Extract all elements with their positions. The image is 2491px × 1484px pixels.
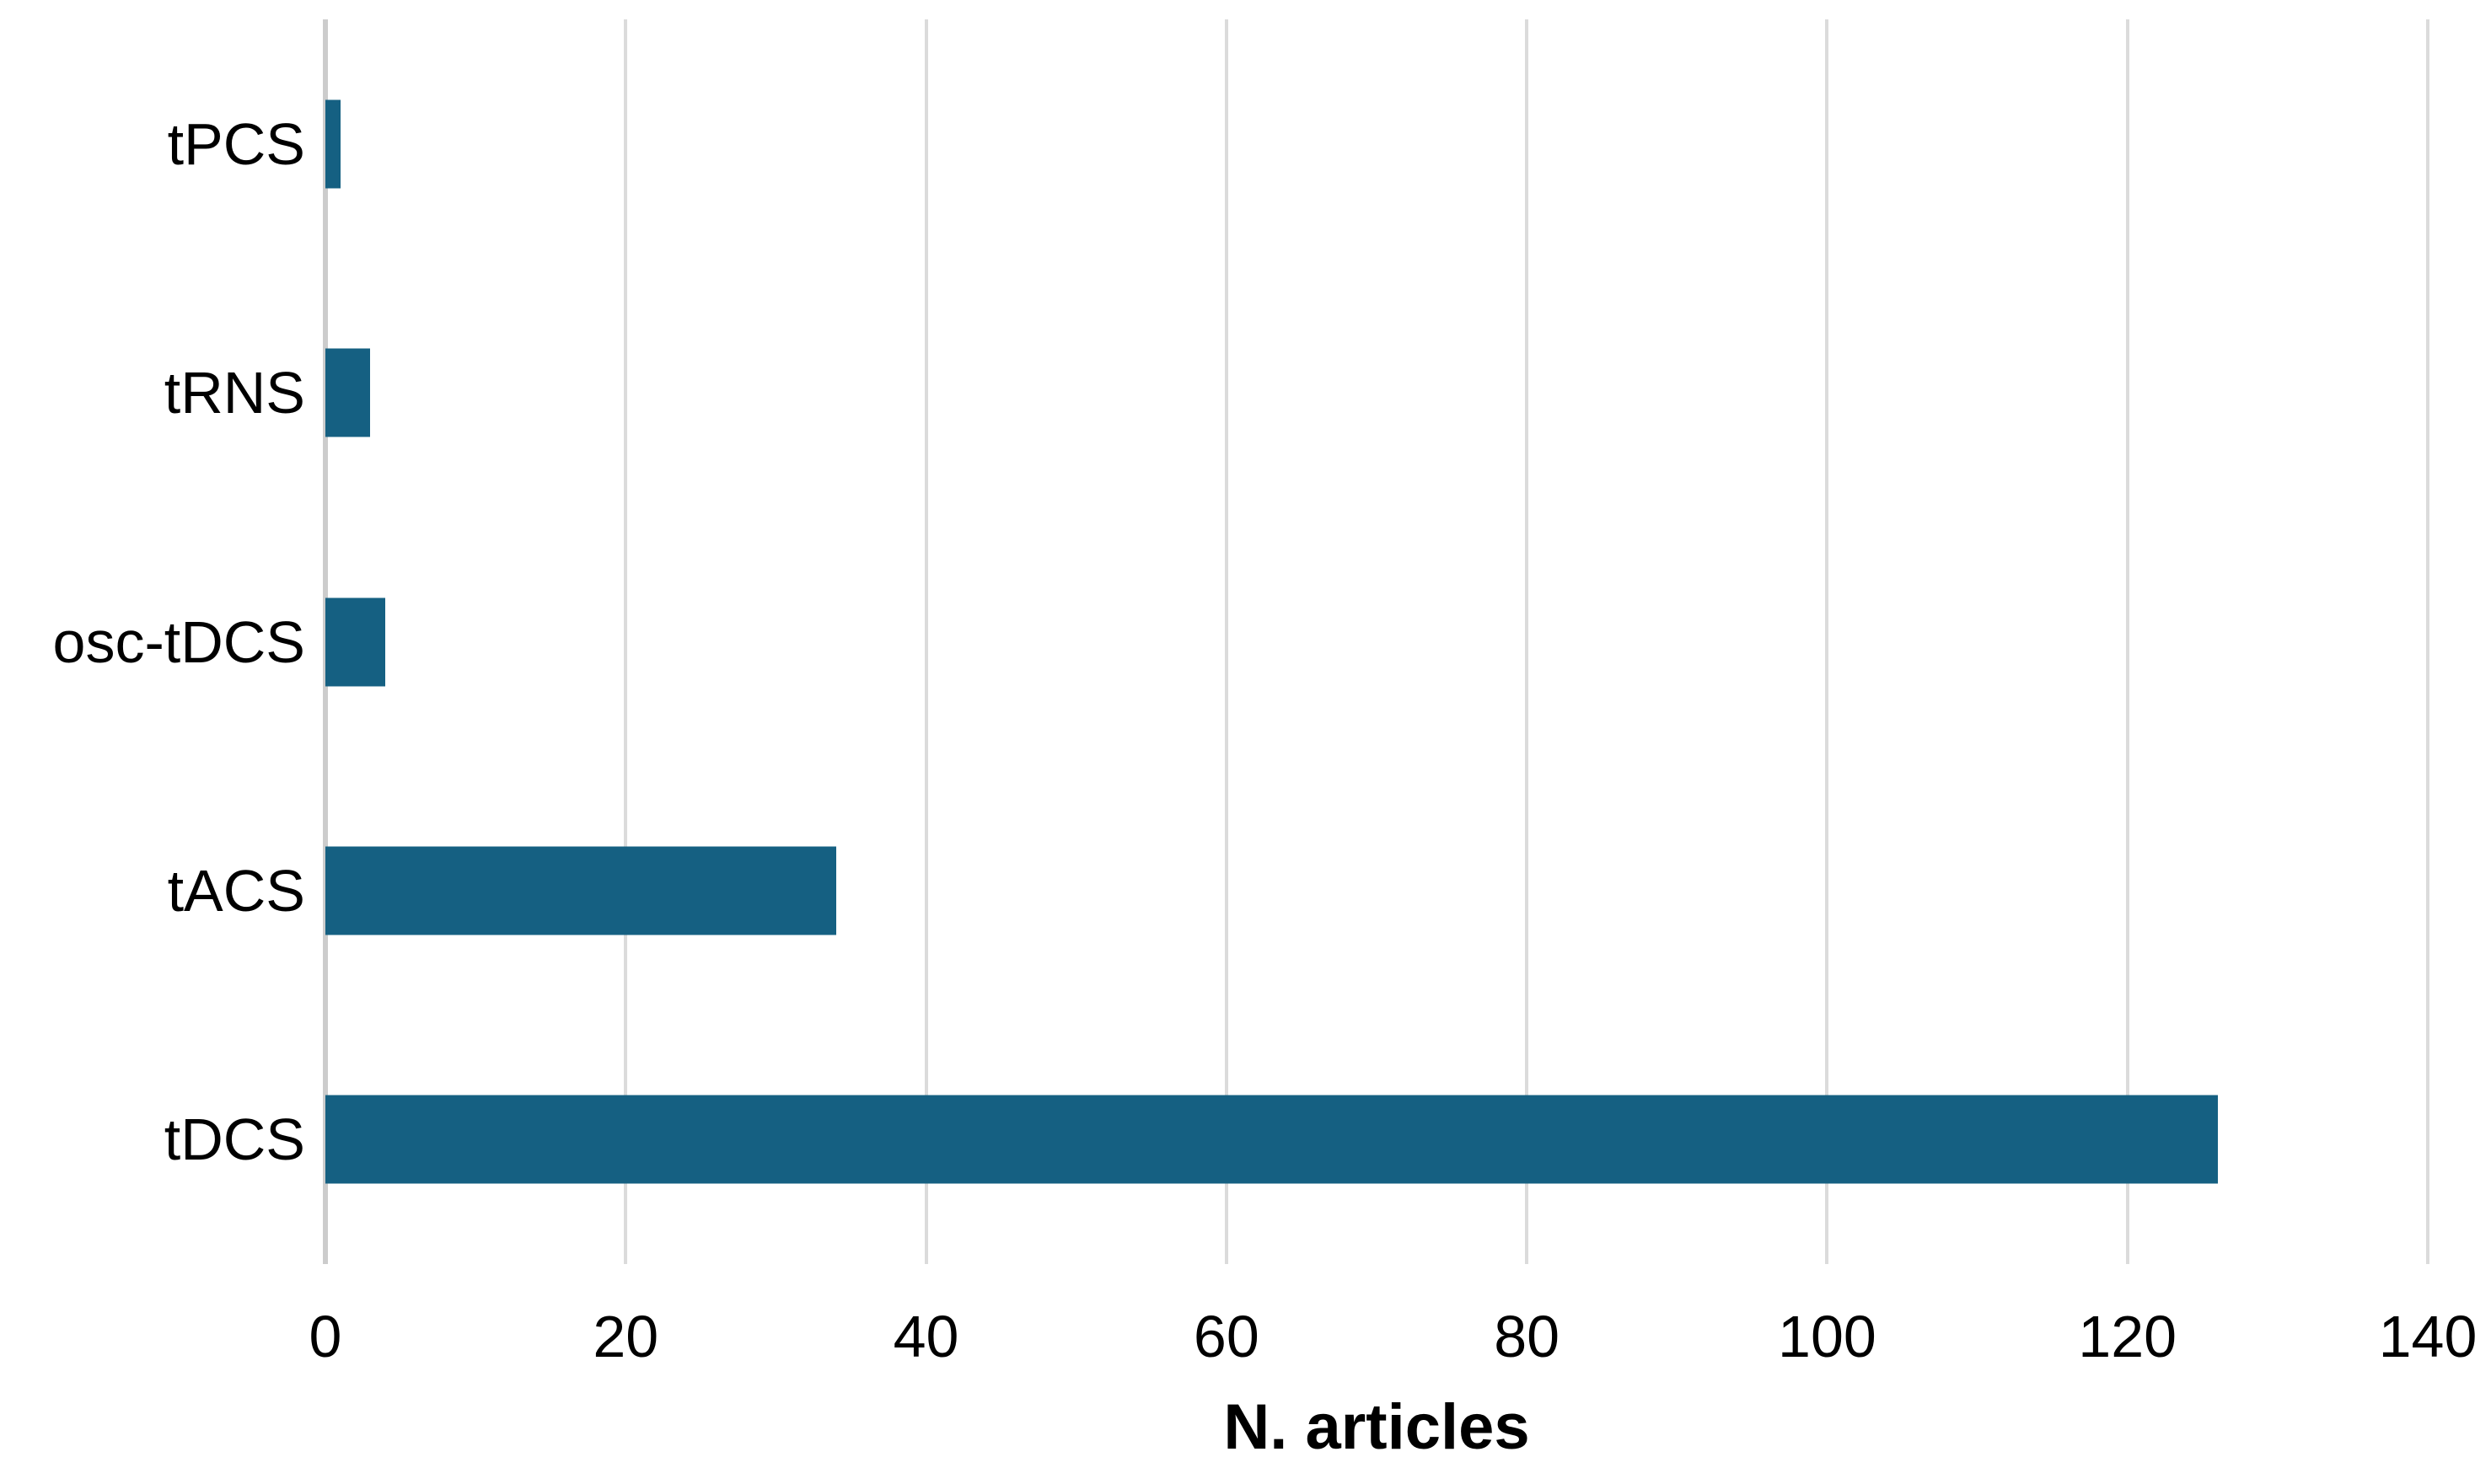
x-tick-label-140: 140 <box>2378 1304 2478 1369</box>
x-tick-label-0: 0 <box>309 1304 342 1369</box>
x-tick-label-120: 120 <box>2078 1304 2177 1369</box>
gridline-20 <box>624 19 628 1264</box>
category-label-tdcs: tDCS <box>164 1106 305 1173</box>
bar-tpcs <box>325 99 341 189</box>
gridline-120 <box>2125 19 2129 1264</box>
category-label-tacs: tACS <box>167 857 305 924</box>
category-label-trns: tRNS <box>164 360 305 426</box>
x-tick-label-60: 60 <box>1193 1304 1259 1369</box>
gridline-60 <box>1224 19 1228 1264</box>
category-label-tpcs: tPCS <box>167 110 305 177</box>
bar-tdcs <box>325 1095 2218 1184</box>
bar-osc-tdcs <box>325 597 386 686</box>
gridline-80 <box>1525 19 1529 1264</box>
plot-area <box>323 19 2429 1264</box>
x-tick-label-20: 20 <box>593 1304 659 1369</box>
x-axis-title: N. articles <box>1223 1391 1530 1463</box>
category-label-osc-tdcs: osc-tDCS <box>52 608 305 675</box>
x-tick-label-40: 40 <box>893 1304 959 1369</box>
bar-trns <box>325 348 371 437</box>
x-tick-label-100: 100 <box>1778 1304 1876 1369</box>
gridline-140 <box>2426 19 2429 1264</box>
x-tick-label-80: 80 <box>1494 1304 1560 1369</box>
bar-tacs <box>325 846 836 935</box>
gridline-40 <box>924 19 928 1264</box>
bars <box>325 19 2428 1264</box>
gridline-100 <box>1825 19 1829 1264</box>
y-axis-category-labels: tPCS tRNS osc-tDCS tACS tDCS <box>0 19 305 1264</box>
x-axis-tick-labels: 0 20 40 60 80 100 120 140 <box>309 1304 2478 1380</box>
